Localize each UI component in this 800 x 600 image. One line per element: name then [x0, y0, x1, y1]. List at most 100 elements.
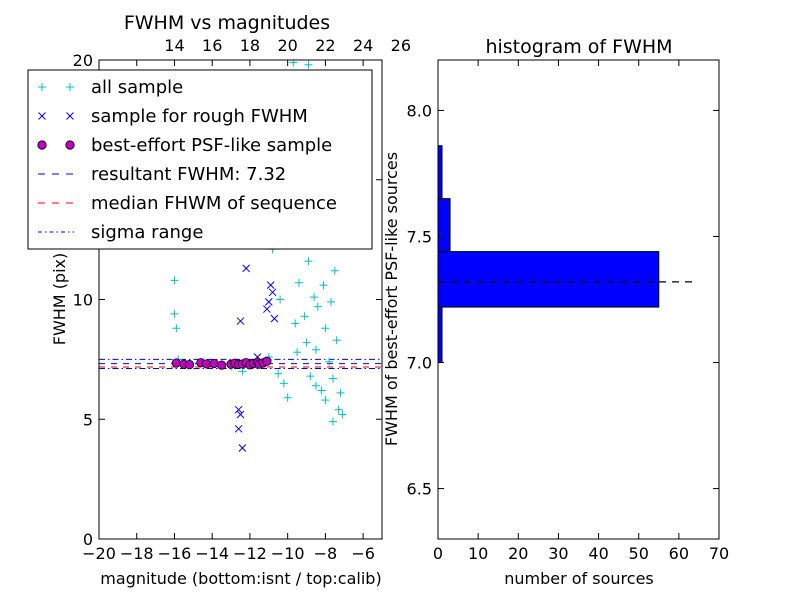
point-1-12 [264, 298, 273, 306]
point-0-38 [328, 417, 337, 426]
point-0-34 [332, 336, 341, 345]
x-tick-label-2: −16 [158, 544, 192, 563]
histogram-frame [437, 59, 720, 540]
legend-entry-0: all sample [38, 77, 183, 98]
point-0-23 [311, 345, 320, 354]
point-0-42 [289, 60, 298, 67]
hist-x-tick-label-7: 70 [709, 544, 729, 563]
point-0-27 [319, 281, 328, 290]
legend-entry-2: best-effort PSF-like sample [37, 135, 332, 156]
histogram-x-label: number of sources [504, 569, 654, 588]
top-tick-label-5: 24 [353, 36, 373, 55]
point-0-18 [302, 338, 311, 347]
hist-bar-0 [437, 306, 443, 364]
hist-y-tick-label-3: 8.0 [407, 101, 432, 120]
point-1-6-b [234, 424, 243, 433]
hist-x-tick-label-4: 40 [588, 544, 608, 563]
histogram-title: histogram of FWHM [485, 36, 672, 58]
hist-x-tick-label-5: 50 [629, 544, 649, 563]
point-0-43 [304, 60, 313, 69]
top-tick-label-2: 18 [240, 36, 260, 55]
legend-label-1: sample for rough FWHM [91, 106, 308, 127]
point-1-12-b [264, 298, 273, 306]
point-1-3-b [236, 317, 245, 325]
x-tick-label-3: −14 [195, 544, 229, 563]
point-0-2 [172, 324, 181, 333]
legend: all sample sample for rough FWHM best-effo… [27, 69, 373, 250]
legend-marker-b-0 [66, 83, 74, 91]
point-1-11 [268, 288, 277, 297]
point-1-13 [263, 305, 271, 313]
point-0-17 [300, 312, 309, 321]
legend-label-2: best-effort PSF-like sample [91, 135, 332, 156]
point-1-2-b [242, 264, 251, 273]
point-1-6 [234, 424, 243, 433]
y-tick-label-1: 5 [83, 410, 93, 429]
point-0-40 [311, 381, 320, 390]
top-tick-label-1: 16 [202, 36, 222, 55]
legend-marker-b-1-b [66, 112, 74, 120]
point-1-7-b [238, 444, 247, 452]
histogram-y-axis: 6.5 7.0 7.5 8.0 [407, 101, 719, 499]
point-0-47 [291, 319, 300, 328]
point-0-30 [325, 357, 334, 366]
hist-x-tick-label-1: 10 [468, 544, 488, 563]
point-0-11 [279, 379, 288, 388]
point-0-19 [304, 257, 313, 266]
y-tick-label-2: 10 [73, 291, 93, 310]
point-0-36 [336, 388, 345, 397]
hist-bar-1 [437, 251, 660, 308]
point-1-3 [236, 317, 245, 325]
point-0-20 [306, 372, 315, 381]
x-tick-label-7: −6 [351, 544, 375, 563]
legend-marker-a-1 [38, 112, 46, 120]
histogram-plot-area [437, 145, 695, 364]
point-1-4-b [234, 405, 243, 414]
scatter-panel: FWHM vs magnitudes 14 16 18 20 22 24 26 −20 −18… [27, 12, 411, 588]
x-tick-label-1: −18 [120, 544, 154, 563]
legend-entry-1: sample for rough FWHM [38, 106, 308, 127]
point-2-2 [184, 360, 195, 370]
y-tick-label-4: 20 [73, 51, 93, 70]
point-2-0 [171, 358, 181, 368]
point-1-4 [234, 405, 243, 414]
legend-entry-5: sigma range [38, 222, 203, 243]
hist-bar-3 [437, 145, 443, 200]
point-1-7 [238, 444, 247, 452]
legend-marker-a-2 [37, 140, 47, 150]
legend-label-5: sigma range [91, 222, 203, 243]
point-1-5-b [236, 410, 245, 419]
x-tick-label-5: −10 [271, 544, 305, 563]
legend-label-0: all sample [91, 77, 183, 98]
point-1-5 [236, 410, 245, 419]
point-0-15 [294, 278, 303, 287]
point-0-31 [327, 297, 336, 306]
series-1 [234, 228, 279, 452]
point-0-10 [274, 369, 283, 378]
legend-label-3: resultant FWHM: 7.32 [91, 164, 286, 185]
hist-y-tick-label-2: 7.5 [407, 227, 432, 246]
hist-x-tick-label-0: 0 [433, 544, 443, 563]
series-2 [171, 356, 272, 370]
histogram-x-axis: 0 10 20 30 40 50 60 70 [433, 60, 729, 563]
point-1-14-b [270, 314, 279, 323]
point-0-39 [321, 396, 330, 405]
point-0-28 [321, 324, 330, 333]
x-tick-label-6: −8 [314, 544, 338, 563]
legend-entry-3: resultant FWHM: 7.32 [38, 164, 286, 185]
histogram-panel: histogram of FWHM 0 10 20 30 40 50 60 70 6.5 7.0… [382, 36, 729, 588]
scatter-x-axis: −20 −18 −16 −14 −12 −10 −8 −6 [82, 60, 375, 563]
point-0-5 [238, 367, 247, 376]
scatter-title: FWHM vs magnitudes [124, 12, 330, 34]
point-0-14 [293, 348, 302, 357]
scatter-top-axis: 14 16 18 20 22 24 26 [164, 36, 411, 55]
point-2-6 [217, 360, 227, 370]
x-tick-label-4: −12 [233, 544, 267, 563]
top-tick-label-4: 22 [315, 36, 335, 55]
top-tick-label-0: 14 [164, 36, 184, 55]
top-tick-label-3: 20 [277, 36, 297, 55]
hist-x-tick-label-2: 20 [508, 544, 528, 563]
point-2-4 [201, 359, 212, 369]
point-1-14 [270, 314, 279, 323]
